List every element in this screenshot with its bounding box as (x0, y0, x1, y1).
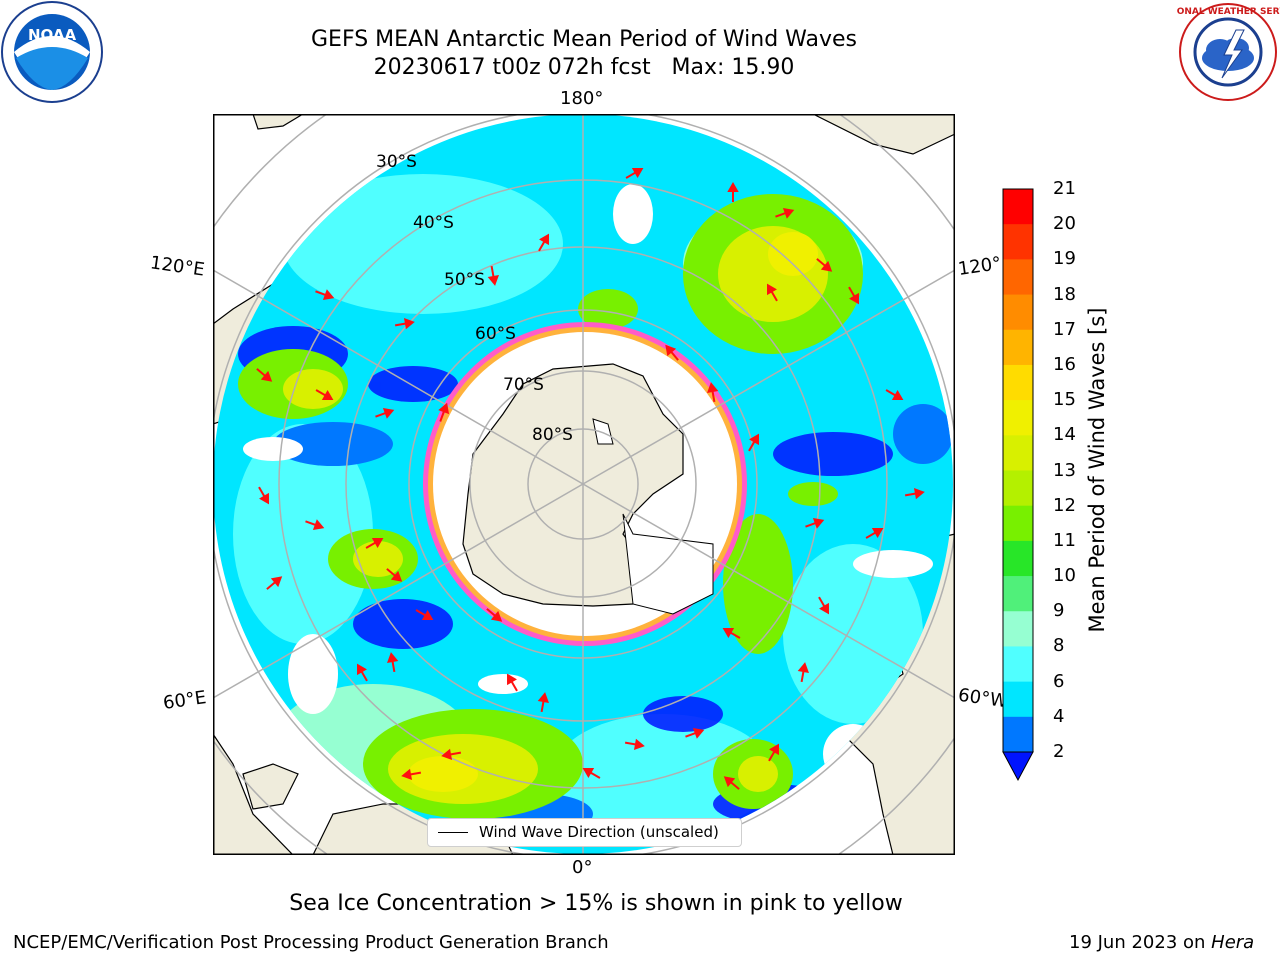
colorbar-tick-label: 18 (1053, 283, 1076, 305)
legend-label: Wind Wave Direction (unscaled) (479, 823, 719, 841)
map-subtitle: 20230617 t00z 072h fcst Max: 15.90 (373, 55, 795, 80)
sea-ice-note: Sea Ice Concentration > 15% is shown in … (289, 891, 903, 916)
colorbar-tick-label: 4 (1053, 705, 1065, 727)
lat-label-40s: 40°S (413, 213, 454, 233)
colorbar-band (1003, 400, 1033, 436)
colorbar-band (1003, 505, 1033, 542)
lat-label-50s: 50°S (444, 270, 485, 290)
weddell-ice-shelf (622, 513, 714, 615)
colorbar-band (1003, 189, 1033, 225)
lon-label-180: 180° (560, 88, 604, 109)
wind-wave-arrows (256, 167, 925, 790)
colorbar-band (1003, 681, 1033, 718)
footer-branch: NCEP/EMC/Verification Post Processing Pr… (13, 932, 609, 953)
footer-date: 19 Jun 2023 on Hera (1069, 932, 1255, 953)
lat-label-60s: 60°S (475, 324, 516, 344)
colorbar-tick-label: 20 (1053, 213, 1076, 235)
nws-logo-icon: NATIONAL WEATHER SERVICE (1176, 3, 1280, 101)
land-north-west (213, 114, 305, 130)
colorbar-tick-label: 15 (1053, 389, 1076, 411)
lon-label-0: 0° (572, 857, 593, 878)
colorbar-tick-label: 14 (1053, 424, 1076, 446)
colorbar-tick-label: 16 (1053, 353, 1076, 375)
colorbar-tick-label: 10 (1053, 565, 1076, 587)
colorbar-band (1003, 646, 1033, 683)
noaa-logo-text: NOAA (28, 26, 77, 44)
land-africa (213, 732, 294, 855)
colorbar-band (1003, 611, 1033, 647)
graticule (213, 114, 955, 855)
colorbar-band (1003, 576, 1033, 612)
colorbar-band (1003, 294, 1033, 331)
map-legend: Wind Wave Direction (unscaled) (427, 818, 742, 847)
colorbar-tick-label: 17 (1053, 318, 1076, 340)
lon-label-60e: 60°E (161, 687, 208, 714)
colorbar-tick-label: 6 (1053, 670, 1065, 692)
colorbar-tick-label: 13 (1053, 459, 1076, 481)
colorbar-band (1003, 435, 1033, 471)
colorbar-tick-label: 21 (1053, 178, 1076, 199)
footer-machine: Hera (1211, 932, 1255, 953)
lat-label-30s: 30°S (376, 152, 417, 172)
colorbar-band (1003, 329, 1033, 366)
land-north-east (812, 114, 955, 155)
lon-label-120w: 120° (956, 253, 1003, 280)
lat-label-80s: 80°S (532, 425, 573, 445)
land-madagascar (242, 763, 299, 810)
map-title: GEFS MEAN Antarctic Mean Period of Wind … (311, 27, 857, 52)
colorbar-band (1003, 259, 1033, 296)
colorbar-band (1003, 716, 1033, 753)
svg-text:NATIONAL WEATHER SERVICE: NATIONAL WEATHER SERVICE (1176, 7, 1280, 17)
legend-line-icon (438, 832, 468, 833)
noaa-logo-icon: NOAA (1, 1, 103, 103)
colorbar-tick-label: 8 (1053, 635, 1065, 657)
colorbar-tick-label: 2 (1053, 741, 1065, 762)
colorbar-tick-label: 11 (1053, 529, 1076, 551)
colorbar-band (1003, 224, 1033, 260)
colorbar-tick-label: 19 (1053, 248, 1076, 270)
antarctic-map (213, 114, 955, 855)
colorbar-tick-label: 12 (1053, 494, 1076, 516)
colorbar-title: Mean Period of Wind Waves [s] (1085, 307, 1109, 633)
ross-ice-shelf (592, 418, 614, 445)
lat-label-70s: 70°S (503, 375, 544, 395)
colorbar-band (1003, 364, 1033, 401)
colorbar-band (1003, 540, 1033, 577)
map-frame (213, 114, 955, 855)
colorbar (1002, 188, 1034, 782)
lon-label-120e: 120°E (148, 252, 206, 281)
colorbar-band (1003, 470, 1033, 507)
colorbar-tick-label: 9 (1053, 600, 1065, 622)
